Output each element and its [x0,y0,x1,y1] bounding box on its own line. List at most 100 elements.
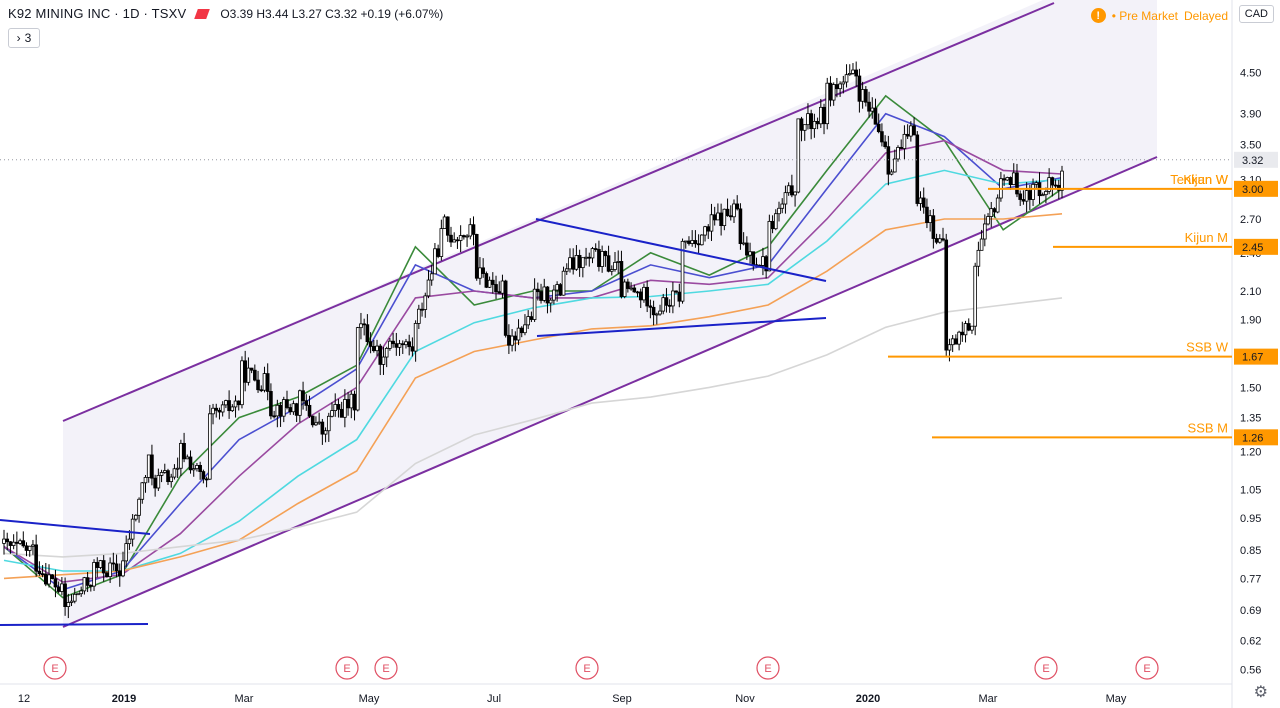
candle-body [487,279,492,288]
candle-body [410,346,415,352]
candle-body [796,118,801,193]
candle-body [584,256,588,259]
candle-body [1015,172,1019,195]
candle-body [156,475,161,489]
indicators-toggle-button[interactable]: › 3 [8,28,40,48]
candle-body [896,146,900,160]
candle-body [825,82,830,125]
candle-body [179,442,183,469]
candle-body [616,261,621,263]
gear-icon[interactable]: ⚙ [1253,684,1268,701]
candle-body [2,538,6,544]
candle-body [301,390,305,402]
indicator-count: 3 [24,31,32,45]
y-tick-label: 2.70 [1240,214,1261,226]
candle-body [211,407,215,415]
candle-body [581,257,585,269]
candle-body [883,141,887,148]
candle-body [288,407,293,413]
flag-icon[interactable] [194,8,211,19]
candle-body [1050,177,1055,186]
candle-body [34,544,38,572]
candle-body [983,223,987,240]
candle-body [339,408,344,418]
earnings-marker-label: E [1143,663,1150,675]
candle-body [970,325,974,331]
candle-body [648,305,653,308]
candle-body [870,107,875,112]
candle-body [291,403,296,413]
candle-body [928,215,932,224]
candle-body [243,360,247,383]
candle-body [497,291,502,294]
candle-body [294,403,299,416]
candle-body [767,220,772,272]
level-label: SSB W [1186,340,1229,355]
candle-body [626,281,630,289]
candle-body [18,540,22,544]
last-price-label: 3.32 [1242,155,1263,167]
candle-body [764,256,768,272]
candle-body [89,584,93,587]
candle-body [539,291,543,301]
candle-body [986,216,990,225]
trendline-4 [0,623,149,626]
earnings-marker-label: E [1042,663,1049,675]
currency-button[interactable]: CAD [1238,5,1274,23]
candle-body [365,324,370,343]
candle-body [79,590,83,595]
earnings-marker [335,656,359,680]
candle-body [368,341,373,347]
candle-body [577,255,582,269]
y-tick-label: 1.35 [1240,413,1261,425]
market-status[interactable]: ! • Pre Market Delayed [1090,8,1228,23]
candle-body [947,344,952,351]
candle-body [21,540,26,547]
candle-body [937,238,942,243]
candle-body [912,125,916,136]
level-label: Kijun M [1185,230,1228,245]
candle-body [645,286,649,307]
candle-body [101,560,106,574]
x-tick-label: 2020 [856,693,880,705]
low-value: 3.27 [298,6,322,21]
candle-body [973,265,977,327]
candle-body [198,465,202,472]
earnings-marker-label: E [382,663,389,675]
candle-body [420,308,424,311]
candle-body [568,257,572,270]
candle-body [124,543,129,562]
candle-body [314,422,318,426]
candle-body [275,404,280,417]
candle-body [82,577,87,592]
candle-body [622,281,627,297]
candle-body [815,120,820,125]
candle-body [860,89,865,102]
candle-body [777,207,781,215]
candle-body [783,192,788,205]
candle-body [214,407,219,411]
x-tick-label: May [359,693,380,705]
candle-body [240,360,244,406]
y-tick-label: 0.69 [1240,605,1261,617]
candle-body [269,391,273,417]
candle-body [732,203,736,218]
candle-body [130,518,135,540]
close-label: C [325,6,334,21]
candle-body [902,133,907,149]
candle-body [452,239,457,243]
symbol-title[interactable]: K92 MINING INC · 1D · TSXV [8,6,187,21]
y-tick-label: 2.10 [1240,286,1261,298]
candle-body [162,470,167,473]
candle-body [355,327,360,411]
candle-body [304,400,309,406]
candle-body [462,235,466,238]
x-tick-label: Jul [487,693,501,705]
candle-body [1011,172,1016,185]
candle-body [491,279,495,285]
candle-body [317,421,321,424]
candle-body [281,399,286,417]
candle-body [751,251,756,266]
candle-body [799,118,804,131]
